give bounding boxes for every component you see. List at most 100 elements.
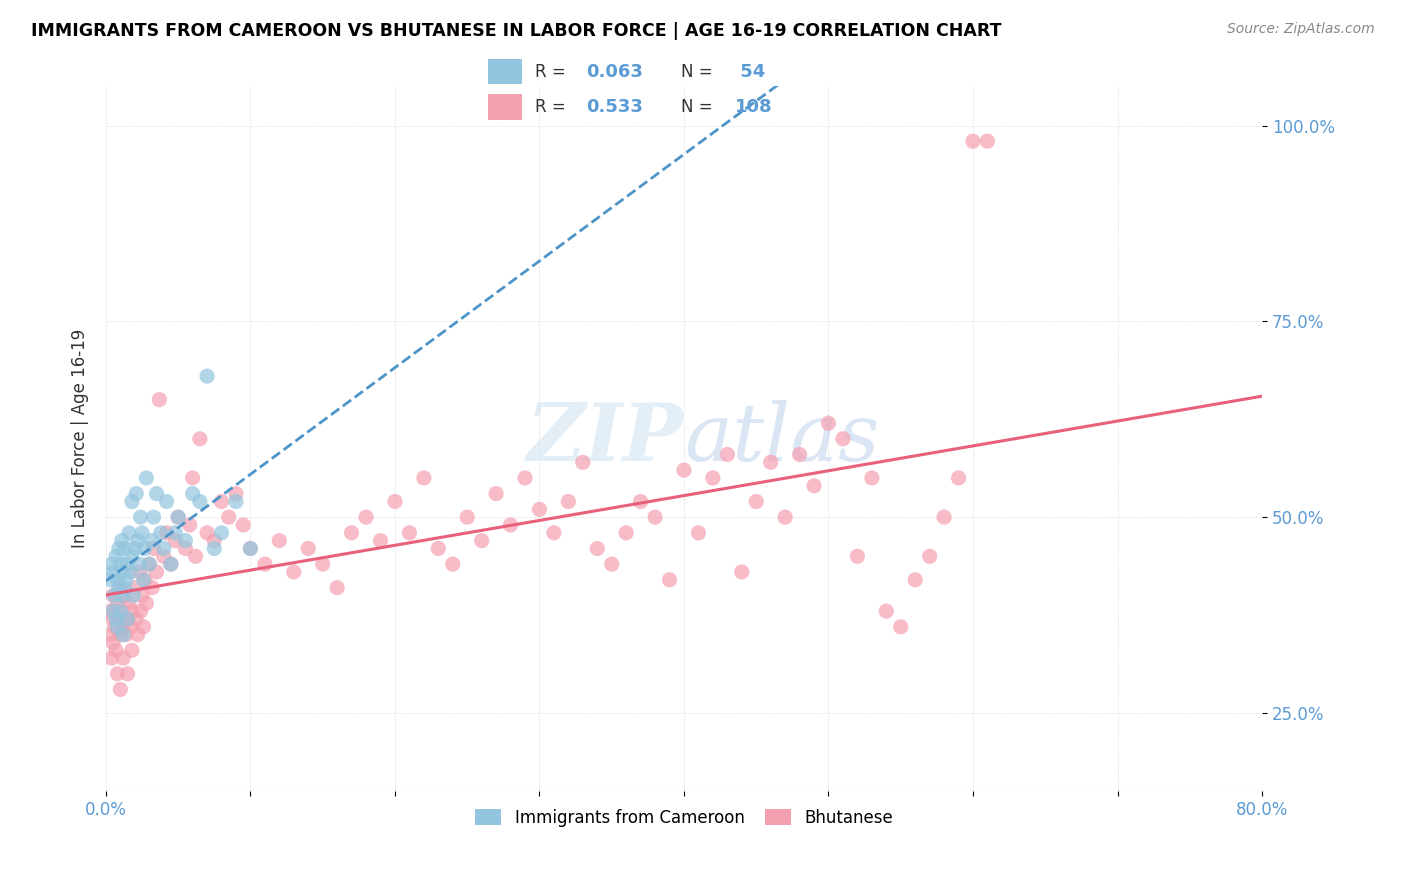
Point	[128, 565, 150, 579]
Point	[745, 494, 768, 508]
Point	[108, 581, 131, 595]
Point	[384, 494, 406, 508]
Point	[427, 541, 450, 556]
Point	[269, 533, 291, 548]
Point	[188, 494, 211, 508]
Point	[962, 134, 984, 148]
Legend: Immigrants from Cameroon, Bhutanese: Immigrants from Cameroon, Bhutanese	[468, 803, 900, 834]
Text: 108: 108	[734, 98, 772, 116]
Point	[110, 604, 132, 618]
Point	[107, 620, 129, 634]
Point	[904, 573, 927, 587]
Text: N =: N =	[681, 98, 717, 116]
Point	[202, 533, 225, 548]
Point	[128, 557, 150, 571]
Point	[122, 589, 145, 603]
Point	[354, 510, 377, 524]
Point	[789, 448, 811, 462]
Point	[412, 471, 434, 485]
Point	[202, 541, 225, 556]
Point	[107, 573, 129, 587]
Point	[108, 612, 131, 626]
Y-axis label: In Labor Force | Age 16-19: In Labor Force | Age 16-19	[72, 329, 89, 549]
Point	[135, 471, 157, 485]
Point	[110, 627, 132, 641]
Point	[239, 541, 262, 556]
Point	[225, 486, 247, 500]
Point	[100, 627, 122, 641]
Text: 0.533: 0.533	[586, 98, 643, 116]
Point	[600, 557, 623, 571]
Point	[232, 518, 254, 533]
Point	[110, 581, 132, 595]
Point	[98, 573, 121, 587]
Point	[688, 525, 710, 540]
Point	[101, 589, 124, 603]
Point	[441, 557, 464, 571]
Point	[759, 455, 782, 469]
Point	[773, 510, 796, 524]
Point	[513, 471, 536, 485]
Point	[557, 494, 579, 508]
Point	[132, 573, 155, 587]
Point	[121, 643, 143, 657]
Point	[101, 635, 124, 649]
Point	[485, 486, 508, 500]
Text: R =: R =	[536, 62, 571, 80]
Point	[253, 557, 276, 571]
Point	[152, 541, 174, 556]
Point	[117, 666, 139, 681]
Point	[105, 643, 128, 657]
FancyBboxPatch shape	[488, 59, 522, 85]
Point	[181, 486, 204, 500]
Point	[195, 369, 218, 384]
Point	[120, 620, 142, 634]
Point	[340, 525, 363, 540]
Text: ZIP: ZIP	[527, 401, 683, 477]
FancyBboxPatch shape	[488, 94, 522, 120]
Point	[614, 525, 637, 540]
Point	[145, 486, 167, 500]
Point	[134, 573, 156, 587]
Point	[117, 612, 139, 626]
Point	[543, 525, 565, 540]
Point	[155, 525, 177, 540]
Point	[890, 620, 912, 634]
Point	[149, 525, 172, 540]
Point	[225, 494, 247, 508]
Point	[115, 573, 138, 587]
Point	[165, 533, 187, 548]
Point	[644, 510, 666, 524]
Point	[817, 416, 839, 430]
Point	[283, 565, 305, 579]
Point	[145, 565, 167, 579]
Text: atlas: atlas	[683, 401, 879, 477]
Point	[195, 525, 218, 540]
Point	[103, 620, 125, 634]
Text: N =: N =	[681, 62, 717, 80]
Point	[326, 581, 349, 595]
Point	[832, 432, 855, 446]
Point	[181, 471, 204, 485]
Point	[174, 533, 197, 548]
Point	[131, 589, 153, 603]
Point	[141, 533, 163, 548]
Point	[125, 486, 148, 500]
Point	[239, 541, 262, 556]
Point	[111, 604, 134, 618]
Point	[138, 557, 160, 571]
Point	[312, 557, 335, 571]
Point	[142, 541, 165, 556]
Point	[114, 589, 136, 603]
Point	[112, 627, 135, 641]
Point	[107, 596, 129, 610]
Point	[100, 651, 122, 665]
Point	[499, 518, 522, 533]
Point	[101, 565, 124, 579]
Point	[297, 541, 319, 556]
Point	[129, 510, 152, 524]
Point	[142, 510, 165, 524]
Text: R =: R =	[536, 98, 571, 116]
Point	[184, 549, 207, 564]
Point	[179, 518, 201, 533]
